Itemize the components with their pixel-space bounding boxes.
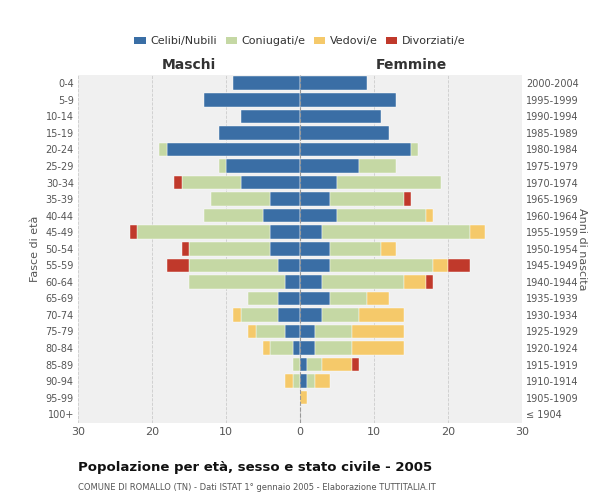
Bar	[293, 342, 300, 355]
Bar	[322, 226, 470, 239]
Bar	[300, 209, 337, 222]
Bar	[359, 308, 404, 322]
Bar	[300, 342, 315, 355]
Bar	[329, 258, 433, 272]
Bar	[300, 142, 411, 156]
Bar	[426, 275, 433, 288]
Bar	[322, 308, 359, 322]
Bar	[382, 242, 396, 256]
Bar	[329, 192, 404, 206]
Text: Popolazione per età, sesso e stato civile - 2005: Popolazione per età, sesso e stato civil…	[78, 460, 432, 473]
Bar	[300, 374, 307, 388]
Bar	[241, 176, 300, 190]
Bar	[300, 93, 396, 106]
Bar	[285, 324, 300, 338]
Y-axis label: Anni di nascita: Anni di nascita	[577, 208, 587, 290]
Bar	[278, 308, 300, 322]
Bar	[182, 176, 241, 190]
Bar	[300, 258, 329, 272]
Bar	[411, 142, 418, 156]
Bar	[137, 226, 271, 239]
Bar	[263, 342, 271, 355]
Bar	[315, 374, 329, 388]
Bar	[315, 324, 352, 338]
Y-axis label: Fasce di età: Fasce di età	[30, 216, 40, 282]
Bar	[256, 324, 285, 338]
Bar	[300, 76, 367, 90]
Bar	[448, 258, 470, 272]
Bar	[271, 192, 300, 206]
Bar	[367, 292, 389, 305]
Bar	[300, 192, 329, 206]
Bar	[300, 292, 329, 305]
Bar	[241, 308, 278, 322]
Bar	[322, 275, 404, 288]
Bar	[307, 358, 322, 372]
Bar	[174, 176, 182, 190]
Bar	[329, 292, 367, 305]
Bar	[278, 292, 300, 305]
Bar	[189, 242, 271, 256]
Bar	[315, 342, 352, 355]
Bar	[300, 308, 322, 322]
Bar	[300, 358, 307, 372]
Bar	[300, 242, 329, 256]
Bar	[271, 242, 300, 256]
Bar	[352, 324, 404, 338]
Bar	[433, 258, 448, 272]
Bar	[322, 358, 352, 372]
Text: Femmine: Femmine	[376, 58, 446, 71]
Bar	[189, 275, 285, 288]
Bar	[300, 226, 322, 239]
Bar	[241, 110, 300, 123]
Bar	[285, 275, 300, 288]
Bar	[233, 76, 300, 90]
Bar	[204, 93, 300, 106]
Bar	[300, 324, 315, 338]
Bar	[300, 176, 337, 190]
Bar	[300, 126, 389, 140]
Text: COMUNE DI ROMALLO (TN) - Dati ISTAT 1° gennaio 2005 - Elaborazione TUTTITALIA.IT: COMUNE DI ROMALLO (TN) - Dati ISTAT 1° g…	[78, 484, 436, 492]
Bar	[233, 308, 241, 322]
Bar	[352, 358, 359, 372]
Bar	[293, 374, 300, 388]
Bar	[300, 110, 382, 123]
Bar	[248, 292, 278, 305]
Bar	[226, 159, 300, 173]
Bar	[337, 176, 440, 190]
Bar	[182, 242, 189, 256]
Bar	[278, 258, 300, 272]
Bar	[160, 142, 167, 156]
Bar	[211, 192, 271, 206]
Bar	[352, 342, 404, 355]
Bar	[167, 258, 189, 272]
Bar	[271, 226, 300, 239]
Bar	[426, 209, 433, 222]
Bar	[263, 209, 300, 222]
Bar	[307, 374, 315, 388]
Bar	[300, 275, 322, 288]
Bar	[248, 324, 256, 338]
Bar	[404, 275, 426, 288]
Bar	[300, 159, 359, 173]
Text: Maschi: Maschi	[162, 58, 216, 71]
Bar	[130, 226, 137, 239]
Bar	[300, 391, 307, 404]
Bar	[218, 159, 226, 173]
Bar	[404, 192, 411, 206]
Bar	[293, 358, 300, 372]
Bar	[204, 209, 263, 222]
Bar	[337, 209, 426, 222]
Bar	[285, 374, 293, 388]
Legend: Celibi/Nubili, Coniugati/e, Vedovi/e, Divorziati/e: Celibi/Nubili, Coniugati/e, Vedovi/e, Di…	[130, 32, 470, 51]
Bar	[167, 142, 300, 156]
Bar	[189, 258, 278, 272]
Bar	[218, 126, 300, 140]
Bar	[359, 159, 396, 173]
Bar	[271, 342, 293, 355]
Bar	[470, 226, 485, 239]
Bar	[329, 242, 382, 256]
